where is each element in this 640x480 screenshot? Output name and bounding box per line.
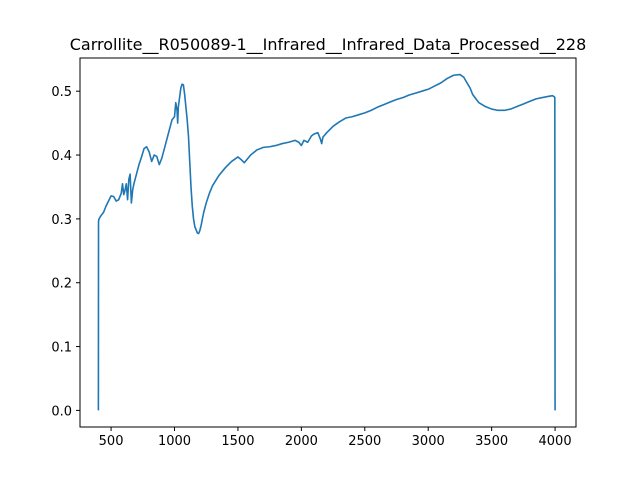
x-tick-label: 2500 bbox=[348, 434, 381, 449]
plot-frame bbox=[79, 57, 577, 428]
y-tick-label: 0.0 bbox=[51, 404, 72, 419]
y-tick-label: 0.5 bbox=[51, 85, 72, 100]
x-tick-label: 2000 bbox=[285, 434, 318, 449]
x-tick-label: 500 bbox=[99, 434, 124, 449]
y-tick-label: 0.1 bbox=[51, 341, 72, 356]
x-tick-label: 1500 bbox=[221, 434, 254, 449]
x-tick-label: 3500 bbox=[475, 434, 508, 449]
x-tick-label: 1000 bbox=[158, 434, 191, 449]
x-tick-label: 3000 bbox=[412, 434, 445, 449]
y-tick-label: 0.2 bbox=[51, 277, 72, 292]
y-tick-label: 0.4 bbox=[51, 149, 72, 164]
plot-area bbox=[80, 58, 576, 427]
x-axis: 500 1000 1500 2000 2500 3000 3500 4000 bbox=[99, 427, 572, 449]
x-tick-label: 4000 bbox=[539, 434, 572, 449]
series-layer bbox=[97, 73, 556, 411]
series-line-0 bbox=[97, 73, 556, 411]
y-axis: 0.0 0.1 0.2 0.3 0.4 0.5 bbox=[51, 85, 80, 419]
chart-title: Carrollite__R050089-1__Infrared__Infrare… bbox=[70, 35, 587, 55]
y-tick-label: 0.3 bbox=[51, 213, 72, 228]
